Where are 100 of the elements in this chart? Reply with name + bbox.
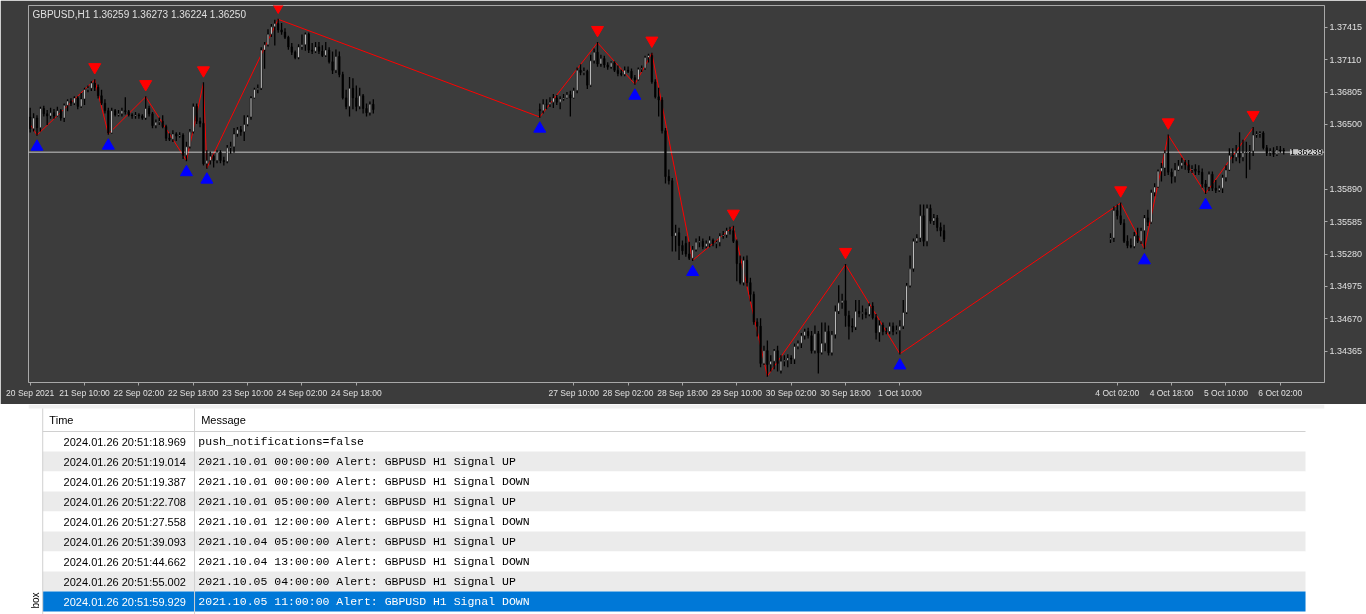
candlestick — [1211, 171, 1214, 191]
y-tick-label: 1.34365 — [1329, 346, 1363, 357]
point — [533, 121, 547, 133]
x-tick-label: 1 Oct 10:00 — [877, 387, 923, 398]
candlestick — [1269, 148, 1272, 156]
candlestick — [677, 227, 681, 260]
candlestick — [1187, 159, 1190, 173]
candlestick — [334, 49, 337, 74]
point — [1199, 197, 1213, 210]
point — [1246, 110, 1260, 123]
point — [179, 164, 193, 177]
text: Message — [201, 414, 246, 426]
text: 2021.10.01 00:00:00 Alert: GBPUSD H1 Signal DOWN — [198, 475, 530, 488]
text: 2024.01.26 20:51:27.558 — [63, 515, 186, 528]
y-tick-label: 1.37110 — [1329, 54, 1362, 65]
point — [1161, 118, 1175, 130]
text: 2021.10.04 05:00:00 Alert: GBPUSD H1 Signal UP — [198, 535, 516, 548]
candlestick — [39, 106, 42, 132]
candlestick — [766, 340, 769, 377]
candlestick — [562, 94, 565, 101]
point — [1137, 252, 1151, 265]
ref-line-label: 1.36239 — [1289, 147, 1323, 158]
candlestick — [919, 204, 922, 242]
candlestick — [773, 348, 776, 370]
point — [893, 358, 907, 370]
candlestick — [708, 236, 711, 248]
candlestick — [110, 107, 113, 134]
candlestick — [776, 345, 779, 372]
candlestick — [892, 322, 895, 336]
candlestick — [698, 236, 701, 248]
text: 2024.01.26 20:51:55.002 — [63, 575, 186, 588]
candlestick — [569, 90, 572, 117]
candlestick — [824, 322, 827, 352]
candlestick — [793, 343, 796, 365]
candlestick — [331, 51, 334, 75]
candlestick — [351, 78, 354, 110]
x-tick-label: 27 Sep 10:00 — [548, 387, 600, 398]
text: 2021.10.04 13:00:00 Alert: GBPUSD H1 Signal DOWN — [198, 555, 530, 568]
candlestick — [134, 112, 137, 119]
chart-title: GBPUSD,H1 1.36259 1.36273 1.36224 1.36250 — [32, 8, 247, 20]
x-tick-label: 28 Sep 02:00 — [602, 387, 654, 398]
y-tick-label: 1.35585 — [1329, 216, 1363, 227]
candlestick — [810, 330, 813, 354]
candlestick — [616, 65, 619, 77]
candlestick — [548, 97, 552, 108]
candlestick — [1123, 219, 1126, 243]
x-tick-label: 4 Oct 02:00 — [1095, 387, 1140, 398]
candlestick — [613, 61, 616, 72]
point — [139, 80, 153, 92]
candlestick — [596, 42, 599, 67]
candlestick — [131, 113, 134, 119]
candlestick — [861, 305, 864, 320]
candlestick — [1238, 132, 1241, 164]
x-tick-label: 24 Sep 18:00 — [331, 387, 382, 398]
candlestick — [1163, 150, 1166, 177]
candlestick — [182, 133, 185, 160]
point — [196, 66, 210, 78]
text: 2024.01.26 20:51:22.708 — [63, 495, 186, 508]
text: Time — [49, 414, 74, 426]
text: push_notifications=false — [198, 435, 365, 448]
candlestick — [742, 256, 745, 286]
candlestick — [759, 318, 762, 368]
candlestick — [348, 77, 351, 117]
point — [645, 36, 659, 48]
candlestick — [52, 108, 56, 119]
text: 2021.10.01 00:00:00 Alert: GBPUSD H1 Signal UP — [198, 455, 516, 468]
candlestick — [684, 236, 687, 257]
candlestick — [854, 300, 857, 331]
x-tick-label: 22 Sep 18:00 — [167, 387, 219, 398]
candlestick — [1190, 165, 1194, 173]
y-tick-label: 1.34975 — [1329, 281, 1363, 292]
x-tick-label: 24 Sep 02:00 — [276, 387, 328, 398]
candlestick — [117, 109, 120, 117]
candlestick — [307, 32, 310, 53]
x-tick-label: 30 Sep 18:00 — [820, 387, 872, 398]
candlestick — [1245, 141, 1248, 179]
point — [88, 63, 102, 75]
point — [101, 138, 115, 150]
candlestick — [725, 227, 728, 238]
candlestick — [1194, 164, 1197, 175]
candlestick — [1207, 171, 1211, 191]
text: 2021.10.05 11:00:00 Alert: GBPUSD H1 Signal DOWN — [198, 595, 530, 608]
candlestick — [1272, 147, 1275, 157]
candlestick — [120, 107, 123, 117]
x-tick-label: 4 Oct 18:00 — [1149, 387, 1194, 398]
text: 2024.01.26 20:51:19.014 — [63, 455, 186, 468]
candlestick — [137, 113, 140, 119]
text: 2021.10.01 05:00:00 Alert: GBPUSD H1 Signal UP — [198, 495, 516, 508]
y-tick-label: 1.35280 — [1329, 249, 1363, 259]
candlestick — [29, 107, 32, 133]
x-tick-label: 22 Sep 02:00 — [113, 387, 165, 398]
point — [200, 172, 214, 184]
candlestick — [280, 22, 283, 35]
x-tick-label: 20 Sep 2021 — [6, 387, 55, 398]
candlestick — [314, 42, 317, 53]
x-tick-label: 29 Sep 10:00 — [711, 387, 763, 398]
y-tick-label: 1.37415 — [1329, 22, 1363, 33]
point — [686, 264, 700, 277]
candlestick — [273, 19, 276, 46]
text: 2021.10.05 04:00:00 Alert: GBPUSD H1 Signal UP — [198, 575, 516, 588]
